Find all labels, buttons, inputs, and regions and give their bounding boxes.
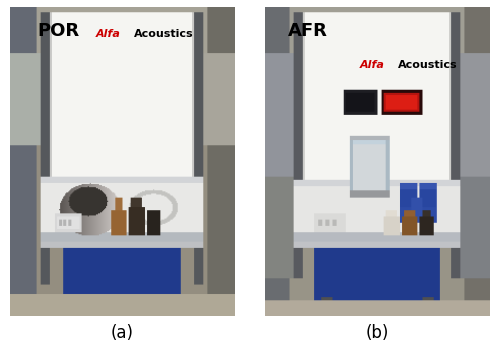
Text: Alfa: Alfa — [96, 29, 120, 39]
Text: Acoustics: Acoustics — [398, 60, 458, 69]
Text: (a): (a) — [111, 324, 134, 343]
Text: Alfa: Alfa — [360, 60, 384, 69]
Text: AFR: AFR — [288, 22, 328, 40]
Text: POR: POR — [37, 22, 79, 40]
Text: Acoustics: Acoustics — [134, 29, 194, 39]
Text: (b): (b) — [366, 324, 389, 343]
